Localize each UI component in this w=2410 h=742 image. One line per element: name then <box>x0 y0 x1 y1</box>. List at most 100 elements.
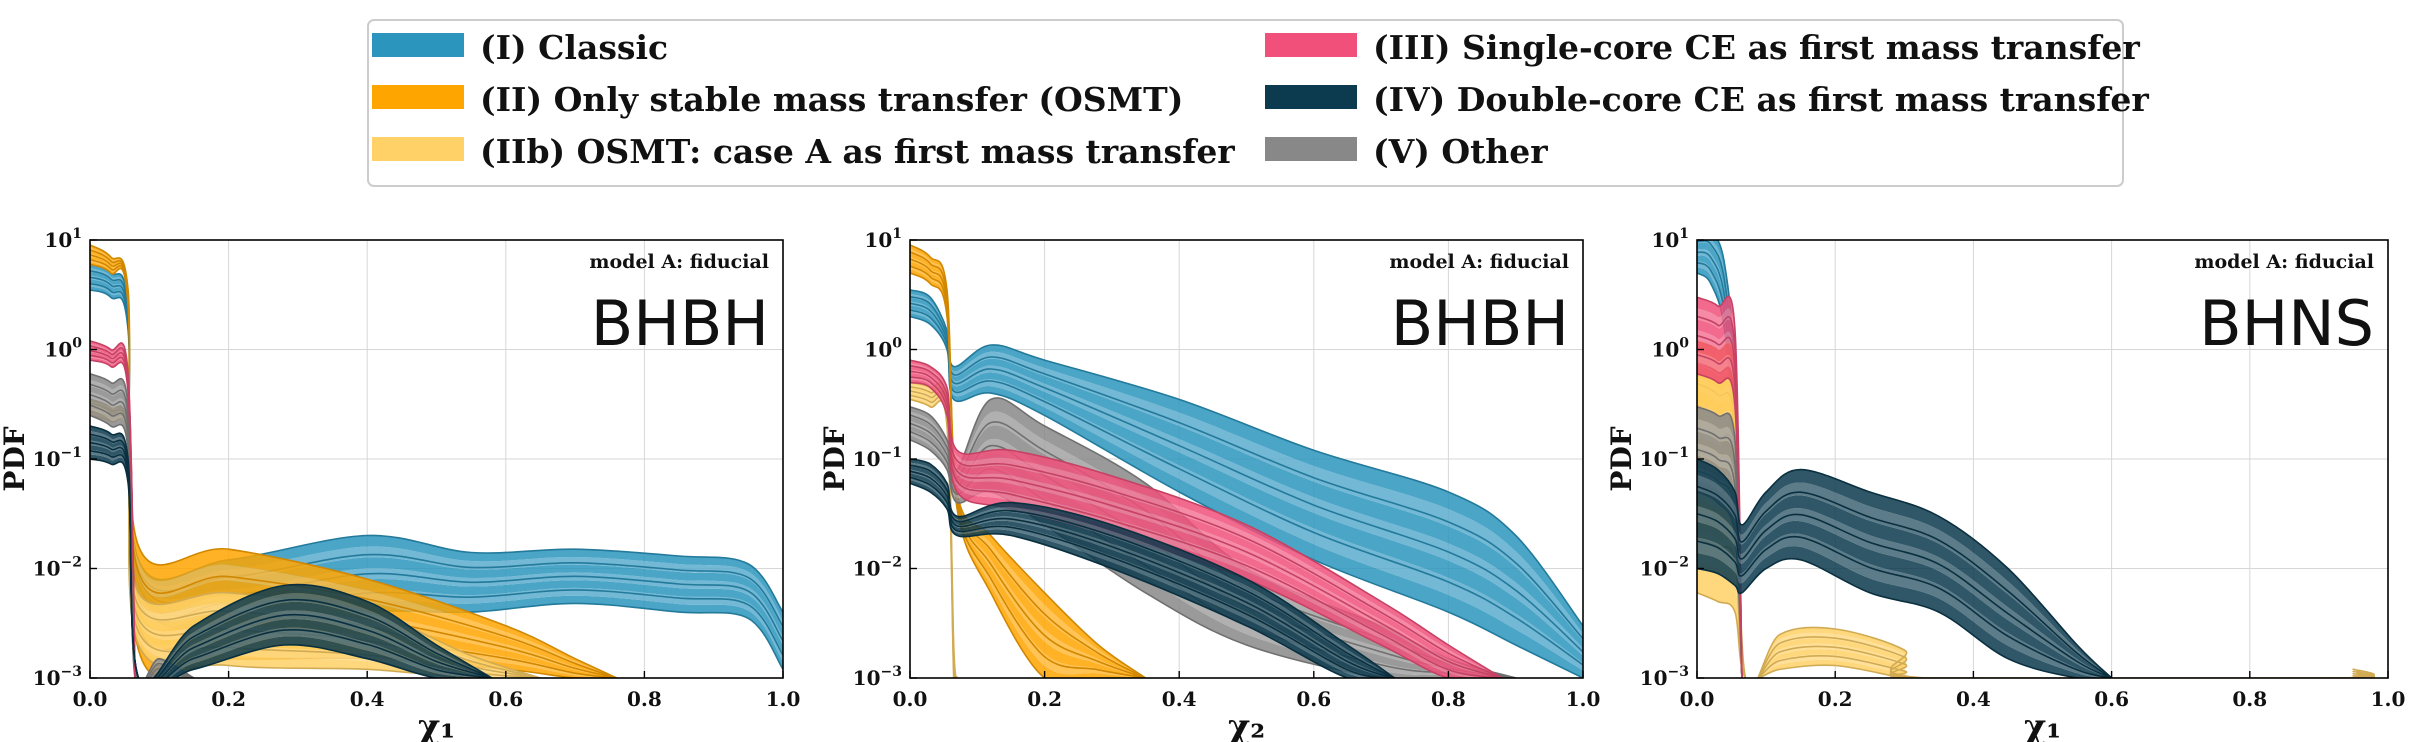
y-tick-label: 10−1 <box>1640 445 1689 471</box>
series-band-layer <box>910 363 1503 678</box>
series-line <box>910 295 1583 640</box>
y-axis-label: PDF <box>818 426 851 491</box>
y-tick-label: 100 <box>1651 336 1689 362</box>
legend-entry: (IIb) OSMT: case A as first mass transfe… <box>372 132 1235 171</box>
population-label: BHBH <box>591 287 769 360</box>
legend-swatch-double-core-ce <box>1265 85 1357 109</box>
legend: (I) Classic (II) Only stable mass transf… <box>367 19 2149 187</box>
series-line <box>1697 592 2375 678</box>
legend-swatch-classic <box>372 33 464 57</box>
legend-label-osmt: (II) Only stable mass transfer (OSMT) <box>480 80 1183 119</box>
series-band-layer <box>910 293 1583 641</box>
series-band-layer <box>910 465 1395 678</box>
legend-entry: (II) Only stable mass transfer (OSMT) <box>372 80 1183 119</box>
series-band <box>90 425 493 678</box>
y-tick-label: 10−1 <box>853 445 902 471</box>
series-line <box>910 302 1583 653</box>
x-tick-label: 0.0 <box>893 687 928 711</box>
series-band-layer <box>90 268 783 629</box>
series-band-layer <box>910 301 1583 656</box>
x-tick-label: 0.8 <box>2232 687 2267 711</box>
population-label: BHNS <box>2199 287 2374 360</box>
y-tick-label: 10−3 <box>33 664 82 690</box>
x-tick-label: 0.8 <box>1431 687 1466 711</box>
legend-label-osmt-case-a: (IIb) OSMT: case A as first mass transfe… <box>480 132 1235 171</box>
series-band-layer <box>90 401 541 678</box>
series-line <box>910 272 1146 678</box>
panel-bhbh-chi1: 0.0 0.2 0.4 0.6 0.8 1.0 10−3 10−2 10−1 100 101 PDF χ… <box>0 226 800 742</box>
x-tick-label: 1.0 <box>2371 687 2406 711</box>
legend-swatch-other <box>1265 137 1357 161</box>
y-axis-label: PDF <box>1605 426 1638 491</box>
y-tick-label: 101 <box>1651 226 1689 252</box>
series-line <box>910 458 1396 678</box>
series-band-layer <box>1697 533 2112 678</box>
legend-label-single-core-ce: (III) Single-core CE as first mass trans… <box>1373 28 2140 67</box>
series-line <box>90 244 618 678</box>
plot-area <box>910 244 1583 678</box>
x-axis-label: χ₁ <box>418 707 455 742</box>
series-band <box>1697 458 2113 678</box>
x-tick-label: 0.4 <box>1162 687 1197 711</box>
y-tick-label: 10−2 <box>853 555 902 581</box>
plot-area <box>90 244 783 678</box>
series-line <box>1697 557 2112 678</box>
legend-frame <box>367 19 2124 187</box>
x-tick-label: 0.6 <box>2094 687 2129 711</box>
series-line <box>910 289 1583 627</box>
y-tick-label: 10−3 <box>853 664 902 690</box>
y-tick-label: 10−2 <box>1640 555 1689 581</box>
series-band <box>910 289 1583 678</box>
series-line <box>90 249 617 678</box>
x-tick-label: 0.4 <box>1956 687 1991 711</box>
series-band-layer <box>90 449 492 678</box>
series-line <box>90 450 493 678</box>
model-label: model A: fiducial <box>589 251 769 273</box>
x-tick-label: 0.0 <box>73 687 108 711</box>
series-line <box>910 370 1503 678</box>
series-line <box>90 458 492 678</box>
series-band-layer <box>910 305 1583 664</box>
series-line <box>910 364 1503 678</box>
x-tick-label: 0.6 <box>1296 687 1331 711</box>
series-band-layer <box>910 249 1146 678</box>
series-band-layer <box>910 308 1583 671</box>
y-tick-label: 101 <box>44 226 82 252</box>
x-tick-label: 0.4 <box>350 687 385 711</box>
series-line <box>910 464 1395 678</box>
series-band <box>910 359 1503 678</box>
series-band-layer <box>910 289 1583 634</box>
series-band-layer <box>910 469 1395 678</box>
series-band-layer <box>910 479 1395 678</box>
x-tick-label: 0.2 <box>1027 687 1062 711</box>
legend-label-classic: (I) Classic <box>480 28 668 67</box>
legend-entry: (I) Classic <box>372 28 668 67</box>
x-axis-label: χ₂ <box>1228 707 1265 742</box>
y-tick-label: 10−2 <box>33 555 82 581</box>
series-line <box>90 441 493 678</box>
y-tick-label: 10−1 <box>33 445 82 471</box>
legend-entry: (III) Single-core CE as first mass trans… <box>1265 28 2140 67</box>
legend-entry: (IV) Double-core CE as first mass transf… <box>1265 80 2149 119</box>
y-tick-label: 100 <box>44 336 82 362</box>
series-line <box>90 425 493 678</box>
series-line <box>910 482 1395 678</box>
legend-label-other: (V) Other <box>1373 132 1548 171</box>
series-line <box>910 376 1503 678</box>
x-tick-label: 0.2 <box>211 687 246 711</box>
series-band-layer <box>910 312 1583 678</box>
series-line <box>910 309 1583 666</box>
series-line <box>910 470 1395 678</box>
x-tick-label: 0.0 <box>1680 687 1715 711</box>
series-line <box>910 476 1395 678</box>
series-line <box>1697 513 2112 678</box>
x-tick-label: 1.0 <box>766 687 801 711</box>
series-band-layer <box>90 247 617 678</box>
series-line <box>910 244 1146 678</box>
legend-swatch-osmt-case-a <box>372 137 464 161</box>
y-tick-label: 10−3 <box>1640 664 1689 690</box>
series-line <box>90 433 493 678</box>
x-tick-label: 0.8 <box>627 687 662 711</box>
series-line <box>910 315 1583 678</box>
